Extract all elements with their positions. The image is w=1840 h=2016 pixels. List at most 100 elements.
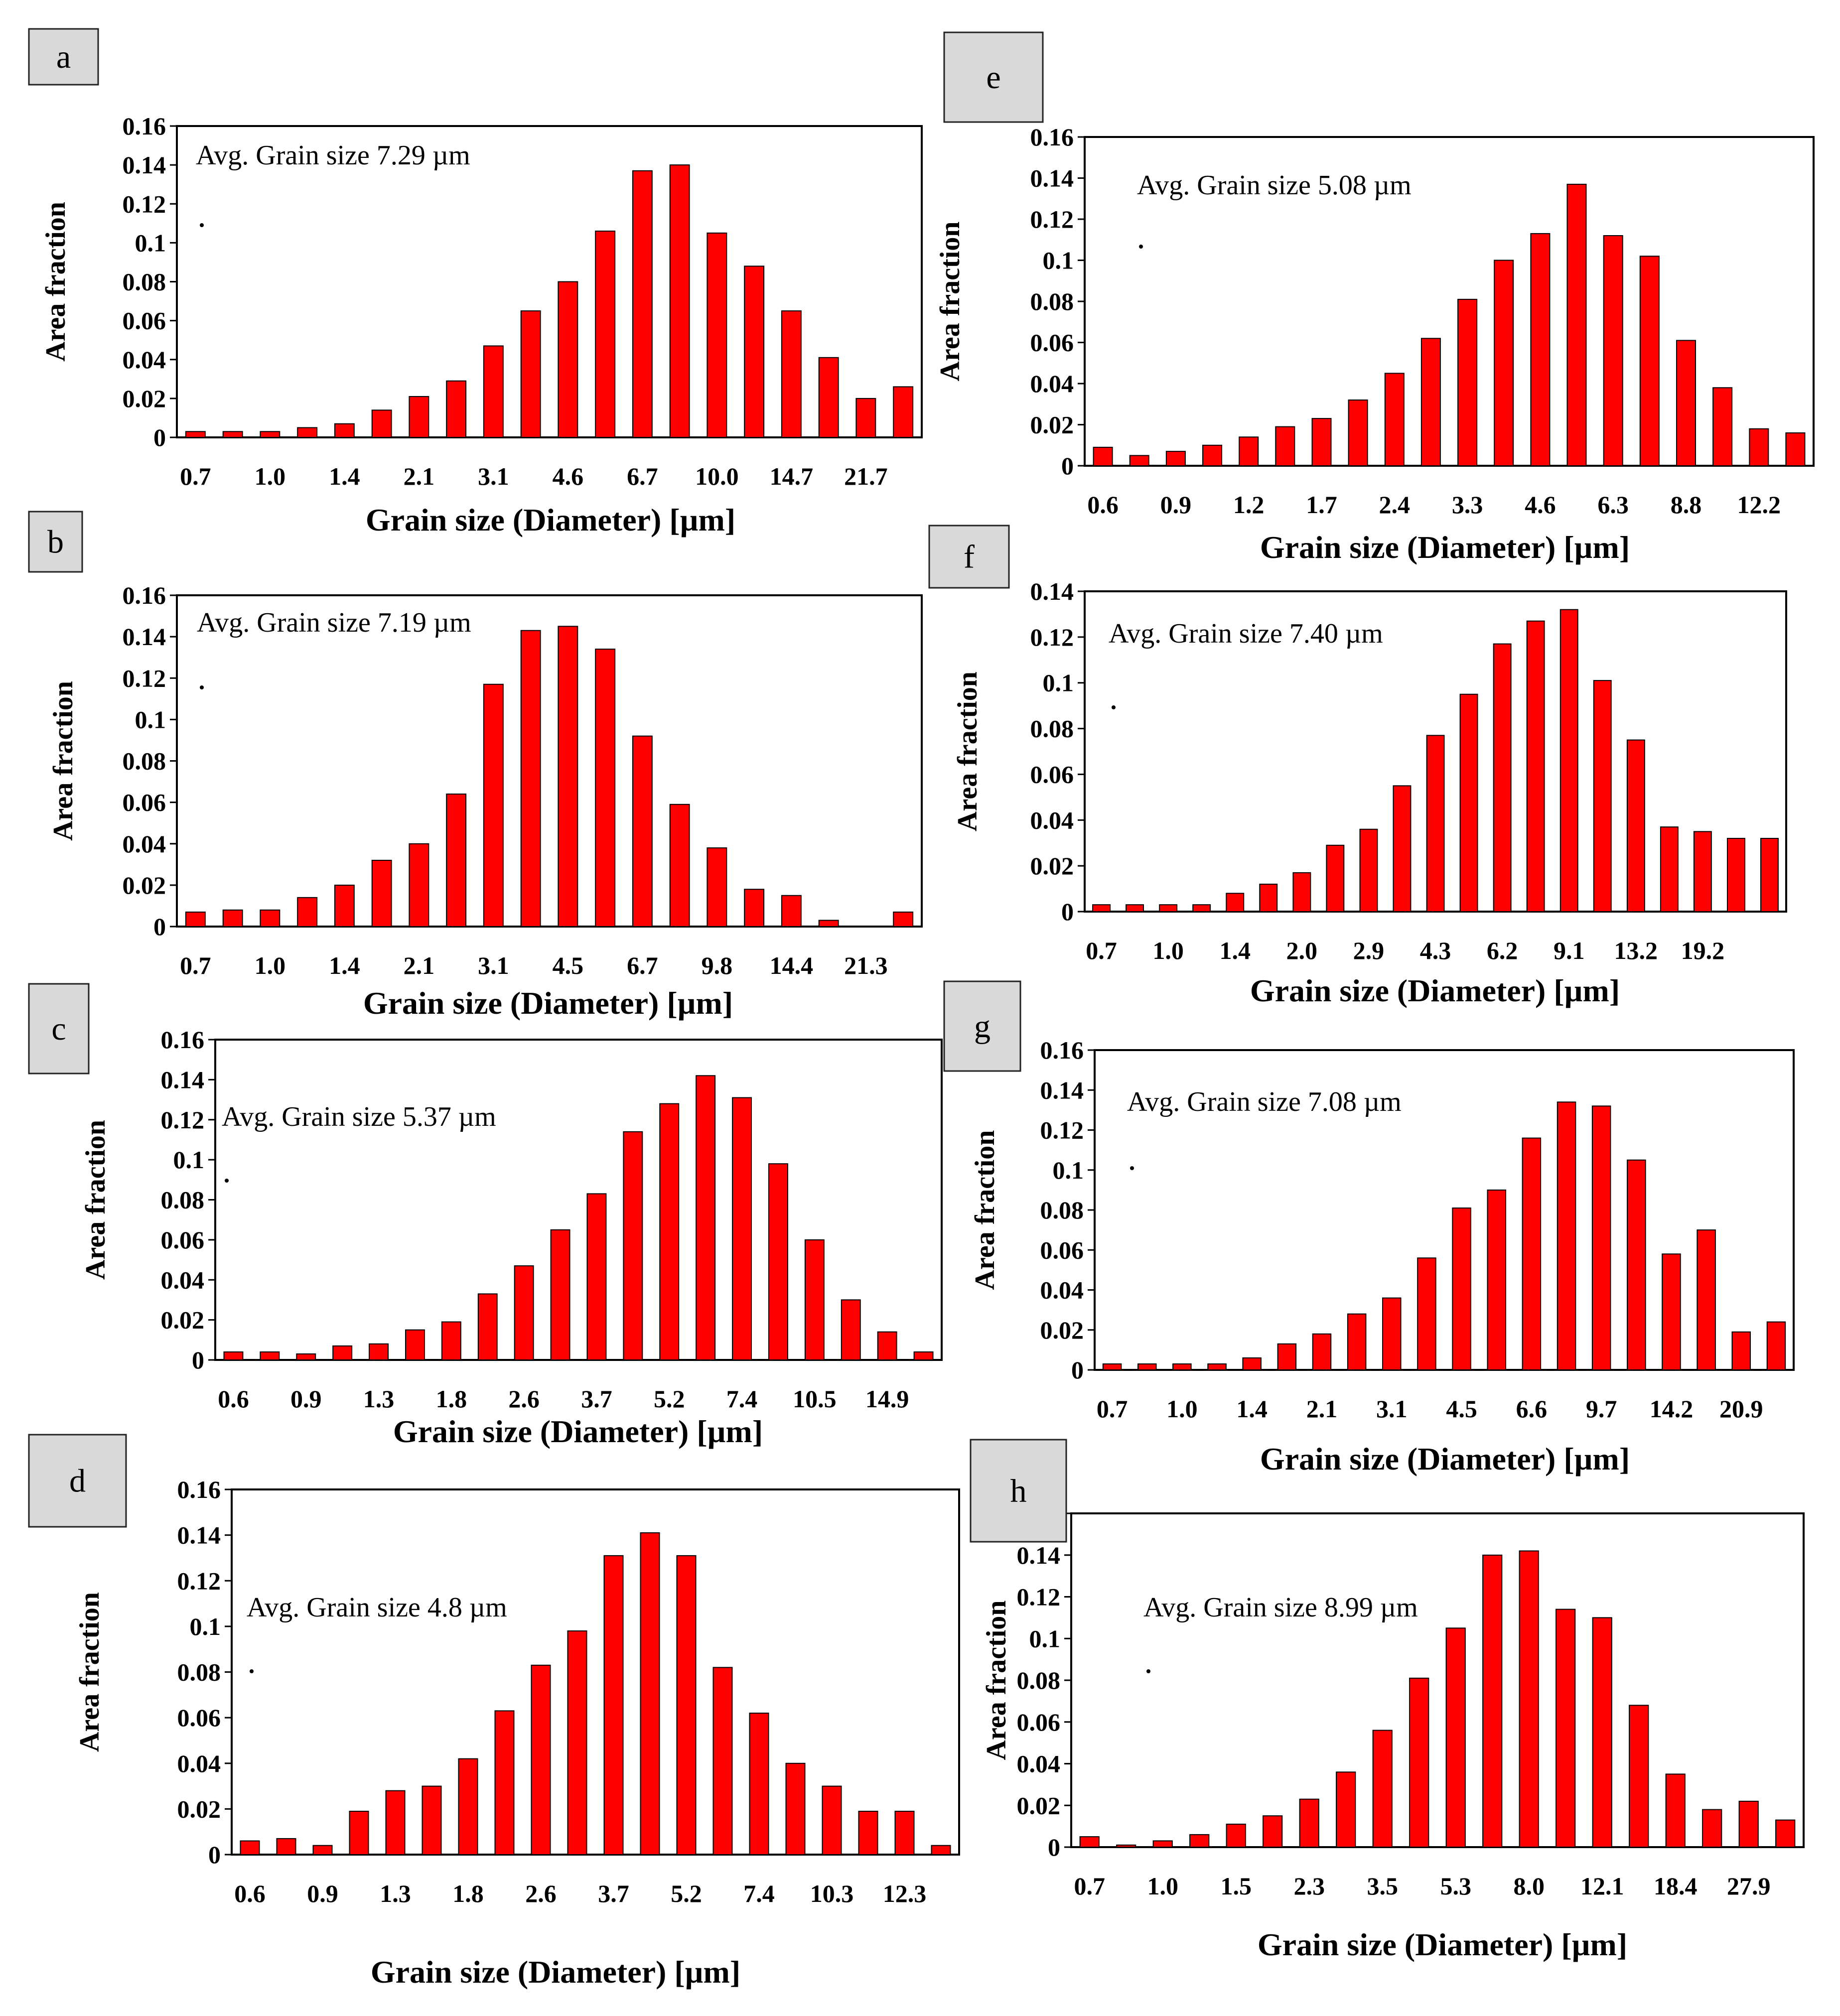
x-axis-title: Grain size (Diameter) [µm] — [366, 502, 735, 538]
bar — [893, 386, 914, 438]
x-tick-label: 7.4 — [743, 1880, 775, 1907]
bar — [1487, 1189, 1506, 1370]
bar — [422, 1785, 442, 1856]
x-tick-label: 1.4 — [329, 951, 360, 979]
y-tick-label: 0 — [192, 1346, 204, 1374]
bar — [483, 345, 504, 438]
bar — [446, 380, 467, 438]
y-tick-label: 0.02 — [1017, 1791, 1061, 1819]
x-tick-label: 2.9 — [1353, 937, 1385, 964]
x-tick-label: 0.6 — [218, 1385, 249, 1413]
y-tick-label: 0.08 — [1030, 715, 1074, 743]
bar — [781, 895, 802, 927]
bar — [1775, 1819, 1796, 1848]
y-tick-label: 0.14 — [1017, 1541, 1061, 1569]
y-tick-label: 0.06 — [123, 789, 166, 816]
y-tick-label: 0.04 — [123, 830, 166, 858]
bar — [1420, 338, 1441, 467]
chart-panel-g: 0 0.02 0.04 0.06 0.08 0.1 0.12 0.14 0.16 0.7 1.0 1.… — [943, 980, 1795, 1477]
bar — [744, 889, 765, 927]
avg-grain-size-annotation: Avg. Grain size 5.08 µm — [1137, 170, 1412, 201]
x-tick-label: 3.3 — [1452, 491, 1483, 519]
bar — [558, 281, 578, 438]
bar — [749, 1713, 769, 1855]
avg-grain-size-annotation: Avg. Grain size 5.37 µm — [222, 1101, 496, 1132]
x-tick-label: 14.9 — [865, 1385, 909, 1413]
y-tick-label: 0.12 — [1030, 623, 1074, 651]
x-tick-label: 14.2 — [1650, 1395, 1694, 1423]
bar — [550, 1229, 570, 1361]
bar — [804, 1239, 825, 1360]
x-tick-label: 12.1 — [1580, 1872, 1624, 1900]
bar — [483, 683, 504, 927]
bar — [1129, 455, 1149, 467]
y-tick-label: 0.16 — [161, 1026, 205, 1054]
y-tick-label: 0 — [1071, 1356, 1084, 1384]
x-tick-label: 6.2 — [1487, 937, 1518, 964]
avg-grain-size-annotation: Avg. Grain size 7.40 µm — [1109, 618, 1383, 649]
bar — [1627, 1159, 1646, 1370]
bar — [1494, 260, 1514, 466]
y-tick-label: 0.1 — [1053, 1156, 1084, 1184]
chart-panel-h: 00.020.040.060.080.10.120.140.160.71.01.… — [970, 1439, 1805, 1962]
x-tick-label: 18.4 — [1654, 1872, 1698, 1900]
bar — [632, 170, 653, 438]
bar — [276, 1838, 296, 1855]
x-tick-label: 14.7 — [770, 462, 814, 490]
x-tick-label: 21.3 — [844, 951, 888, 979]
y-tick-label: 0.06 — [1030, 329, 1074, 357]
panel-label-box — [970, 1439, 1067, 1543]
marker-dot — [1130, 1166, 1134, 1170]
y-tick-label: 0.12 — [1040, 1116, 1084, 1144]
bar — [1263, 1815, 1283, 1848]
bar — [586, 1193, 607, 1360]
avg-grain-size-annotation: Avg. Grain size 7.19 µm — [197, 607, 471, 638]
bar — [1693, 831, 1712, 913]
marker-dot — [250, 1669, 254, 1673]
bar — [712, 1667, 733, 1856]
x-tick-label: 4.6 — [1525, 491, 1556, 519]
y-tick-label: 0.08 — [123, 747, 166, 775]
x-tick-label: 1.0 — [1152, 937, 1184, 964]
x-axis-title: Grain size (Diameter) [µm] — [363, 985, 733, 1021]
y-tick-label: 0.1 — [173, 1146, 205, 1174]
x-tick-label: 0.7 — [1097, 1395, 1128, 1423]
bar — [1457, 298, 1478, 467]
panel-letter: h — [1010, 1473, 1027, 1509]
bar — [1359, 828, 1378, 912]
bar — [297, 427, 318, 438]
y-tick-label: 0.16 — [177, 1476, 221, 1503]
x-tick-label: 1.8 — [452, 1880, 484, 1907]
bar — [1593, 680, 1612, 912]
bar — [1660, 826, 1679, 912]
bar — [1712, 387, 1733, 467]
y-tick-label: 0.14 — [1040, 1076, 1084, 1104]
bar — [707, 232, 727, 438]
x-tick-label: 1.7 — [1306, 491, 1337, 519]
bar — [1165, 451, 1186, 466]
x-tick-label: 1.0 — [255, 951, 286, 979]
chart-panel-a: 0 0.02 0.04 0.06 0.08 0.1 0.12 0.14 0.16 0.7 1.0 1.… — [28, 28, 923, 538]
bar — [240, 1840, 260, 1855]
x-tick-label: 2.1 — [1306, 1395, 1338, 1423]
panel-label-box — [28, 28, 99, 86]
bar — [297, 897, 318, 928]
x-tick-label: 2.6 — [525, 1880, 557, 1907]
x-tick-label: 0.9 — [1160, 491, 1192, 519]
bar — [409, 396, 429, 438]
bar — [371, 860, 392, 927]
bar — [696, 1075, 716, 1361]
chart-panel-e: 0 0.02 0.04 0.06 0.08 0.1 0.12 0.14 0.16 0.6 0.9 1.… — [935, 31, 1815, 565]
bar — [707, 847, 727, 927]
x-axis-title: Grain size (Diameter) [µm] — [1260, 530, 1630, 565]
bar — [1172, 1363, 1192, 1370]
bar — [1299, 1798, 1319, 1848]
y-tick-label: 0.06 — [1017, 1708, 1061, 1736]
bar — [669, 164, 690, 438]
bar — [632, 735, 653, 927]
bar — [893, 911, 914, 928]
y-tick-label: 0.06 — [1030, 760, 1074, 788]
bar — [1452, 1208, 1471, 1370]
y-axis-title: Area fraction — [74, 1592, 105, 1752]
y-tick-label: 0.02 — [1040, 1316, 1084, 1344]
